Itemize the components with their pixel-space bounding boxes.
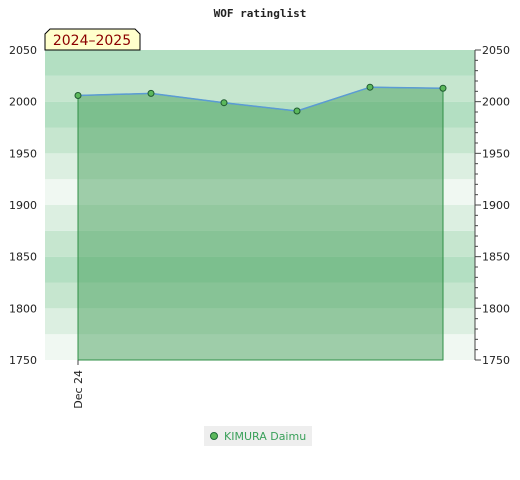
band-2025: [45, 50, 475, 76]
y-tick-right-2050: 2050: [482, 44, 510, 57]
y-tick-left-2050: 2050: [9, 44, 37, 57]
data-point-dec-24: [74, 91, 82, 99]
band-1950: [45, 127, 475, 154]
band-1975: [45, 101, 475, 128]
y-tick-left-1950: 1950: [9, 147, 37, 160]
y-tick-left-1900: 1900: [9, 199, 37, 212]
y-axis-left: 1750 1800 1850 1900 1950 2000 2050: [9, 44, 37, 367]
y-tick-left-1850: 1850: [9, 251, 37, 264]
band-1825: [45, 256, 475, 283]
background-bands: [45, 50, 475, 360]
legend-label-kimura-daimu: KIMURA Daimu: [224, 429, 307, 443]
season-label-box: 2024–2025: [44, 28, 141, 51]
x-tick-label-dec-24: Dec 24: [72, 370, 85, 409]
plot-area: [74, 83, 447, 361]
y-tick-right-1950: 1950: [482, 147, 510, 160]
y-tick-left-1800: 1800: [9, 302, 37, 315]
data-point-may-25: [439, 84, 447, 92]
legend-marker-icon: [210, 432, 218, 440]
y-axis-right: 1750 1800 1850 1900 1950 2000 2050: [474, 44, 510, 367]
band-1800: [45, 282, 475, 309]
data-point-feb-25: [220, 99, 228, 107]
chart-title: WOF ratinglist: [214, 7, 307, 20]
y-tick-right-1900: 1900: [482, 199, 510, 212]
y-tick-left-2000: 2000: [9, 96, 37, 109]
y-tick-right-1850: 1850: [482, 251, 510, 264]
band-2000: [45, 75, 475, 102]
data-point-mar-25: [293, 107, 301, 115]
y-tick-right-1750: 1750: [482, 354, 510, 367]
band-1925: [45, 153, 475, 180]
band-1775: [45, 308, 475, 335]
x-axis: Dec 24: [72, 360, 85, 409]
y-tick-right-1800: 1800: [482, 302, 510, 315]
band-1875: [45, 205, 475, 231]
band-1900: [45, 179, 475, 205]
y-tick-right-2000: 2000: [482, 96, 510, 109]
series-line: [77, 86, 444, 112]
band-1850: [45, 230, 475, 257]
legend: KIMURA Daimu: [204, 426, 313, 446]
y-tick-left-1750: 1750: [9, 354, 37, 367]
band-1750: [45, 334, 475, 360]
season-label: 2024–2025: [53, 33, 131, 49]
data-point-jan-25: [147, 89, 155, 97]
series-area-fill: [77, 86, 444, 361]
data-point-apr-25: [366, 83, 374, 91]
